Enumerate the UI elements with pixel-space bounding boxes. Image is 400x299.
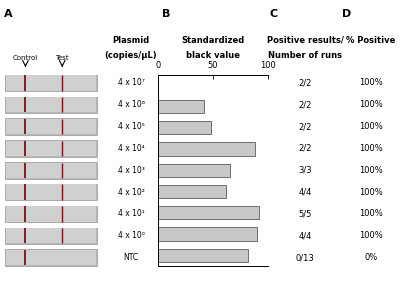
Text: 5/5: 5/5 bbox=[298, 209, 312, 219]
Text: 2/2: 2/2 bbox=[298, 100, 312, 109]
Text: 4 x 10⁷: 4 x 10⁷ bbox=[118, 78, 144, 88]
FancyBboxPatch shape bbox=[5, 184, 97, 200]
Text: 4 x 10¹: 4 x 10¹ bbox=[118, 209, 144, 219]
Bar bbox=[6, 141, 96, 156]
Text: 100%: 100% bbox=[359, 78, 383, 88]
Text: D: D bbox=[342, 9, 351, 19]
Bar bbox=[6, 250, 96, 265]
Text: 100%: 100% bbox=[359, 209, 383, 219]
Text: 0%: 0% bbox=[364, 253, 378, 262]
Text: 100%: 100% bbox=[359, 187, 383, 197]
Text: 2/2: 2/2 bbox=[298, 78, 312, 88]
Bar bbox=[6, 228, 96, 243]
Bar bbox=[158, 248, 248, 262]
Text: B: B bbox=[162, 9, 170, 19]
Text: 4 x 10⁵: 4 x 10⁵ bbox=[118, 122, 144, 131]
Text: 3/3: 3/3 bbox=[298, 166, 312, 175]
Text: 4 x 10³: 4 x 10³ bbox=[118, 166, 144, 175]
Text: % Positive: % Positive bbox=[346, 36, 396, 45]
FancyBboxPatch shape bbox=[5, 140, 97, 157]
Bar bbox=[6, 75, 96, 91]
Bar bbox=[6, 206, 96, 222]
Text: 4 x 10⁶: 4 x 10⁶ bbox=[118, 100, 144, 109]
Text: Control: Control bbox=[13, 55, 38, 61]
Text: 4 x 10⁴: 4 x 10⁴ bbox=[118, 144, 144, 153]
FancyBboxPatch shape bbox=[5, 75, 97, 91]
Bar bbox=[158, 121, 211, 135]
Text: 4 x 10⁰: 4 x 10⁰ bbox=[118, 231, 144, 240]
Bar bbox=[158, 164, 230, 177]
Bar bbox=[6, 119, 96, 134]
FancyBboxPatch shape bbox=[5, 228, 97, 244]
Text: 2/2: 2/2 bbox=[298, 144, 312, 153]
Text: 0/13: 0/13 bbox=[296, 253, 314, 262]
Text: black value: black value bbox=[186, 51, 240, 60]
FancyBboxPatch shape bbox=[5, 97, 97, 113]
Text: 100%: 100% bbox=[359, 144, 383, 153]
FancyBboxPatch shape bbox=[5, 118, 97, 135]
Text: 4 x 10²: 4 x 10² bbox=[118, 187, 144, 197]
Text: Number of runs: Number of runs bbox=[268, 51, 342, 60]
Bar bbox=[158, 142, 255, 156]
Bar bbox=[158, 185, 226, 198]
Bar bbox=[6, 97, 96, 112]
Text: 100%: 100% bbox=[359, 231, 383, 240]
Text: (copies/μL): (copies/μL) bbox=[105, 51, 157, 60]
FancyBboxPatch shape bbox=[5, 162, 97, 179]
Bar bbox=[6, 163, 96, 178]
Text: 4/4: 4/4 bbox=[298, 231, 312, 240]
Text: Standardized: Standardized bbox=[181, 36, 245, 45]
Bar bbox=[158, 100, 204, 113]
FancyBboxPatch shape bbox=[5, 206, 97, 222]
Text: Plasmid: Plasmid bbox=[112, 36, 150, 45]
Text: A: A bbox=[4, 9, 13, 19]
Text: 100%: 100% bbox=[359, 166, 383, 175]
Text: NTC: NTC bbox=[124, 253, 138, 262]
Text: 2/2: 2/2 bbox=[298, 122, 312, 131]
FancyBboxPatch shape bbox=[5, 249, 97, 266]
Bar bbox=[6, 184, 96, 200]
Text: C: C bbox=[270, 9, 278, 19]
Text: 100%: 100% bbox=[359, 122, 383, 131]
Text: Test: Test bbox=[56, 55, 69, 61]
Text: 100%: 100% bbox=[359, 100, 383, 109]
Bar bbox=[158, 227, 257, 241]
Bar bbox=[158, 206, 259, 219]
Text: 4/4: 4/4 bbox=[298, 187, 312, 197]
Text: Positive results/: Positive results/ bbox=[266, 36, 344, 45]
